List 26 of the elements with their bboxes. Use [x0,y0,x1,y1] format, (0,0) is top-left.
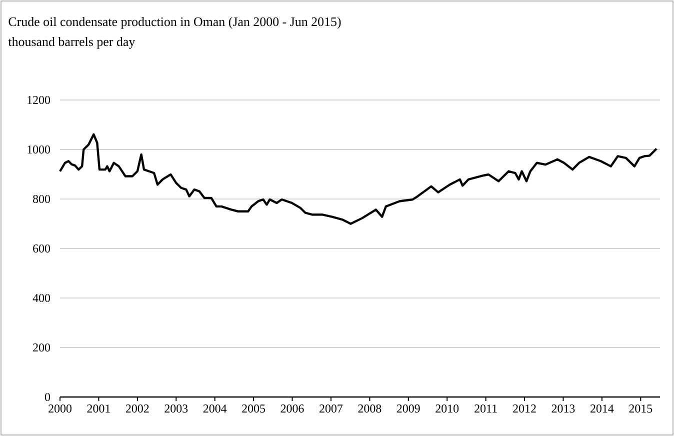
x-tick-label: 2013 [552,404,575,413]
y-tick-label: 0 [44,392,50,402]
x-tick-label: 2005 [242,404,266,413]
y-tick-label: 1200 [28,96,50,104]
chart-subtitle: thousand barrels per day [8,37,136,49]
x-tick-label: 2001 [87,404,110,413]
x-tick-label: 2000 [48,404,72,413]
x-tick-label: 2004 [203,404,227,413]
x-tick-label: 2006 [280,404,304,413]
x-tick-label: 2009 [396,404,420,413]
x-tick-label: 2014 [590,404,614,413]
x-tick-label: 2008 [358,404,382,413]
line-series [58,133,658,225]
chart-title: Crude oil condensate production in Oman (Jan 2000 - Jun 2015) [8,17,341,29]
y-tick-label: 800 [33,194,50,204]
y-tick-label: 400 [32,294,50,302]
x-tick-label: 2002 [126,404,149,413]
y-tick-label: 1000 [28,145,50,154]
x-tick-label: 2015 [629,404,652,413]
y-tick-label: 600 [33,244,50,253]
x-tick-label: 2011 [474,404,497,413]
x-tick-label: 2007 [320,404,343,413]
y-tick-label: 200 [33,343,50,352]
x-tick-label: 2003 [164,404,188,413]
x-tick-label: 2012 [513,404,536,413]
x-tick-label: 2010 [436,404,459,413]
